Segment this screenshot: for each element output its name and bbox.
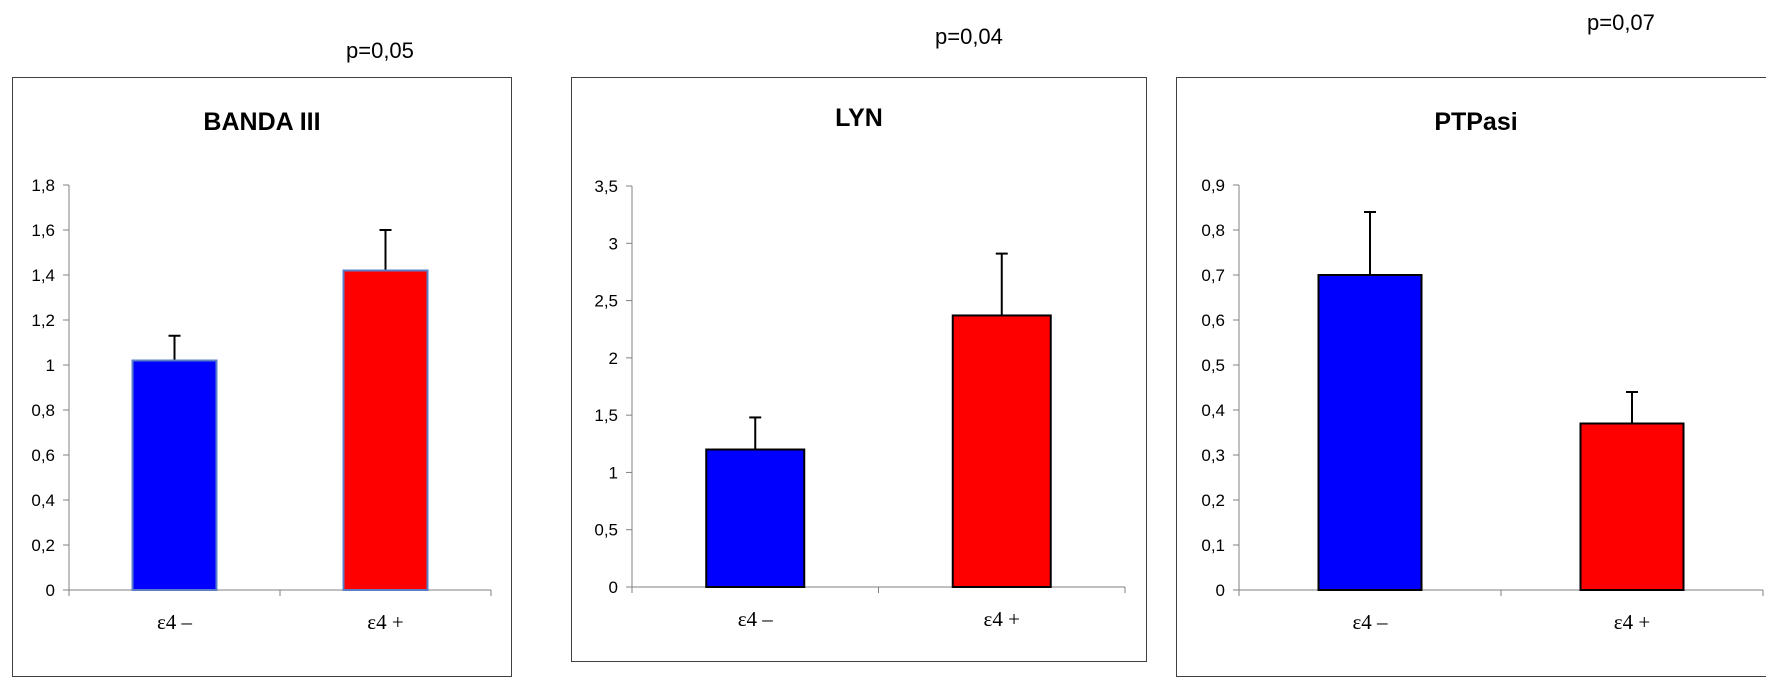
y-tick-label: 1 bbox=[46, 356, 55, 375]
x-category-label: ε4 – bbox=[157, 610, 193, 634]
p-value-ptpasi: p=0,07 bbox=[1587, 10, 1655, 35]
bar bbox=[131, 359, 218, 591]
x-category-label: ε4 + bbox=[367, 610, 403, 634]
y-tick-label: 0,2 bbox=[31, 536, 55, 555]
y-tick-label: 0,5 bbox=[594, 521, 618, 540]
x-category-label: ε4 + bbox=[1614, 610, 1650, 634]
x-category-label: ε4 + bbox=[984, 607, 1020, 631]
x-category-label: ε4 – bbox=[738, 607, 774, 631]
x-category-label: ε4 – bbox=[1352, 610, 1388, 634]
chart-panel-lyn: LYN 0 0,5 1 1,5 2 2,5 3 3,5 ε4 – ε4 + bbox=[571, 77, 1147, 662]
p-value-banda: p=0,05 bbox=[346, 38, 414, 63]
y-tick-label: 0 bbox=[609, 578, 618, 597]
y-tick-label: 1 bbox=[609, 463, 618, 482]
y-tick-label: 0,4 bbox=[31, 491, 55, 510]
chart-plot: 0 0,5 1 1,5 2 2,5 3 3,5 ε4 – ε4 + bbox=[594, 177, 1126, 631]
y-tick-label: 1,2 bbox=[31, 311, 55, 330]
y-tick-label: 0,8 bbox=[1201, 221, 1225, 240]
y-tick-label: 2,5 bbox=[594, 292, 618, 311]
y-tick-label: 0,6 bbox=[1201, 311, 1225, 330]
y-tick-label: 1,8 bbox=[31, 176, 55, 195]
chart-panel-banda: BANDA III 0 0,2 0,4 0,6 0,8 1 1,2 1,4 1,6 1,8 ε4 –… bbox=[12, 77, 512, 677]
bar bbox=[705, 448, 806, 588]
y-tick-label: 0,5 bbox=[1201, 356, 1225, 375]
y-tick-label: 2 bbox=[609, 349, 618, 368]
bar bbox=[1579, 422, 1685, 591]
y-tick-label: 3 bbox=[609, 234, 618, 253]
chart-plot: 0 0,1 0,2 0,3 0,4 0,5 0,6 0,7 0,8 0,9 ε4 – ε4 + bbox=[1201, 176, 1764, 634]
chart-title: PTPasi bbox=[1434, 108, 1518, 136]
chart-panel-ptpasi: PTPasi 0 0,1 0,2 0,3 0,4 0,5 0,6 0,7 0,8 0,9 ε4 – ε… bbox=[1176, 77, 1766, 677]
y-tick-label: 3,5 bbox=[594, 177, 618, 196]
y-tick-label: 1,4 bbox=[31, 266, 55, 285]
y-tick-label: 1,6 bbox=[31, 221, 55, 240]
y-tick-label: 0,2 bbox=[1201, 491, 1225, 510]
bar bbox=[342, 269, 429, 591]
y-tick-label: 0,6 bbox=[31, 446, 55, 465]
y-tick-label: 0,1 bbox=[1201, 536, 1225, 555]
y-tick-label: 0,9 bbox=[1201, 176, 1225, 195]
y-tick-label: 0,8 bbox=[31, 401, 55, 420]
y-tick-label: 0 bbox=[46, 581, 55, 600]
y-tick-label: 0,7 bbox=[1201, 266, 1225, 285]
p-value-lyn: p=0,04 bbox=[935, 24, 1003, 49]
y-tick-label: 0 bbox=[1216, 581, 1225, 600]
y-tick-label: 1,5 bbox=[594, 406, 618, 425]
chart-title: BANDA III bbox=[203, 108, 321, 136]
chart-title: LYN bbox=[835, 104, 883, 132]
y-tick-label: 0,4 bbox=[1201, 401, 1225, 420]
bar bbox=[1317, 274, 1423, 591]
bar bbox=[951, 314, 1052, 588]
chart-plot: 0 0,2 0,4 0,6 0,8 1 1,2 1,4 1,6 1,8 ε4 – ε4 + bbox=[31, 176, 492, 634]
y-tick-label: 0,3 bbox=[1201, 446, 1225, 465]
